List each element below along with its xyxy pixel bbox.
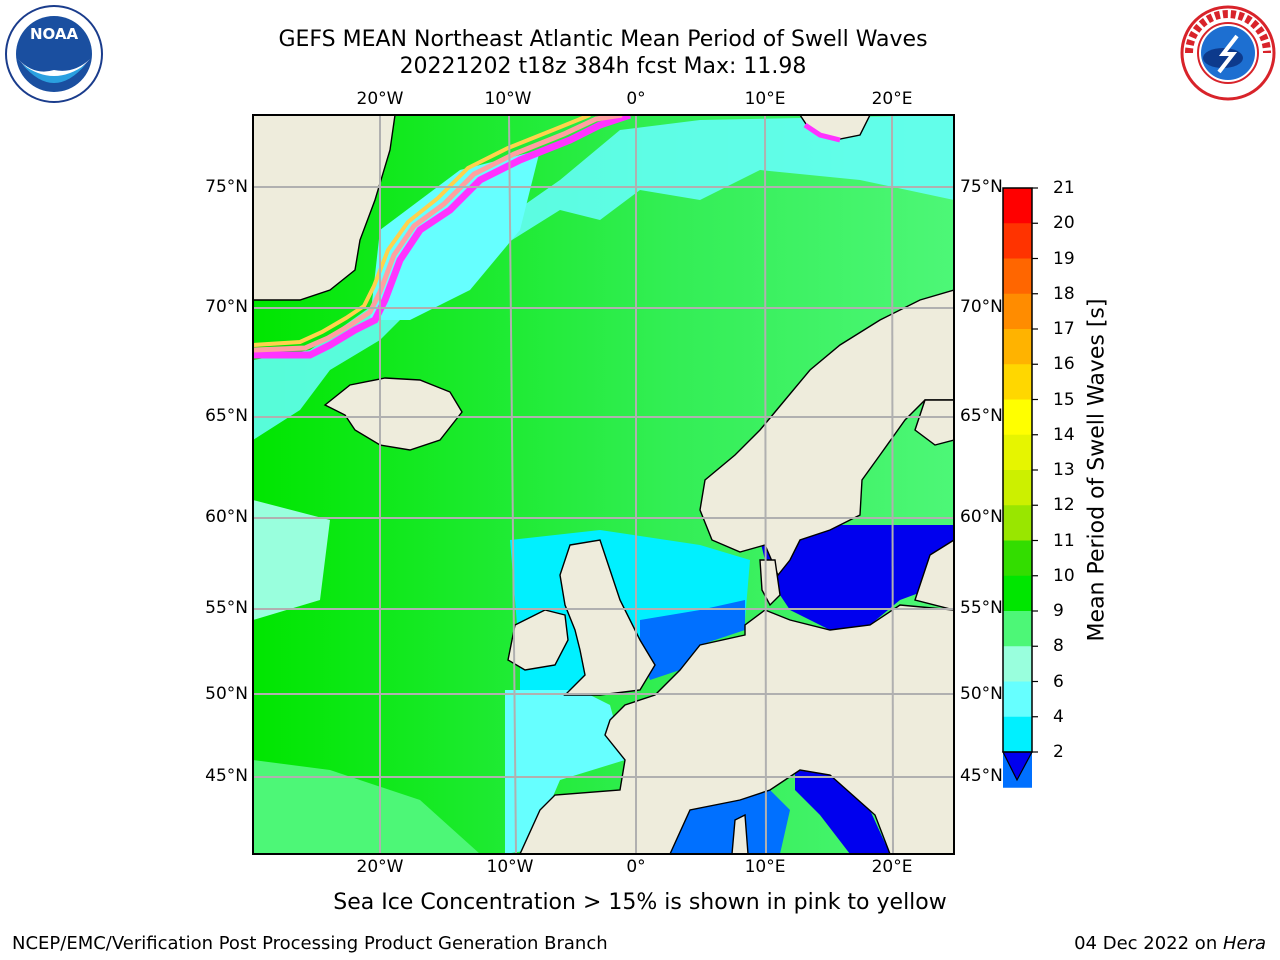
colorbar-segment [1003,611,1032,647]
credit-producer: NCEP/EMC/Verification Post Processing Pr… [12,933,608,954]
colorbar-tick-label: 2 [1053,742,1064,762]
lat-label-right-65n: 65°N [960,406,1003,426]
credit-date-text: 04 Dec 2022 on [1074,933,1223,954]
sea-ice-edge-mid [253,115,623,353]
colorbar-segment [1003,575,1032,612]
lat-label-right-45n: 45°N [960,766,1003,786]
greenland [253,115,396,301]
colorbar-tick-label: 17 [1053,319,1075,339]
lat-label-right-75n: 75°N [960,177,1003,197]
lon-label-top-20e: 20°E [871,89,913,109]
ocean-zone-cyan-north [370,150,540,320]
colorbar-tick-label: 20 [1053,213,1075,234]
colorbar-tick-label: 12 [1053,495,1075,516]
colorbar-segment [1003,399,1032,436]
colorbar-tick-label: 13 [1053,460,1075,480]
lat-label-right-55n: 55°N [960,598,1003,618]
lat-label-left-50n: 50°N [205,684,248,704]
lon-label-bottom-20w: 20°W [356,857,404,877]
colorbar-tick-label: 8 [1053,636,1064,657]
lon-label-bottom-20e: 20°E [871,857,913,877]
ocean-zone-blue-baltic [760,525,954,630]
colorbar-segment [1003,188,1032,224]
colorbar-segment [1003,470,1032,506]
colorbar-tick-label: 4 [1053,706,1064,727]
svg-text:NOAA: NOAA [30,25,79,43]
lat-label-right-70n: 70°N [960,297,1003,317]
colorbar-tick-label: 9 [1053,601,1064,621]
noaa-logo: NOAA [5,5,103,103]
sea-ice-footnote: Sea Ice Concentration > 15% is shown in … [333,890,947,915]
colorbar-tick-label: 21 [1053,178,1075,198]
lat-label-left-75n: 75°N [205,177,248,197]
lon-label-top-20w: 20°W [356,89,404,109]
lon-label-top-10w: 10°W [484,89,532,109]
map-frame [252,114,955,855]
graticule [253,115,954,854]
colorbar-tick-label: 11 [1053,530,1075,551]
colorbar-segment [1003,540,1032,577]
map-subtitle: 20221202 t18z 384h fcst Max: 11.98 [399,54,807,79]
lat-label-left-60n: 60°N [205,507,248,527]
ireland [507,609,569,671]
colorbar-tick-label: 15 [1053,389,1075,410]
colorbar-segment [1003,716,1032,753]
colorbar-tick-label: 18 [1053,283,1075,304]
colorbar-segment [1003,258,1032,295]
colorbar-segment [1003,329,1032,365]
ocean-zone-light-west [253,500,330,620]
colorbar-tick-label: 19 [1053,248,1075,269]
sea-ice-edge-inner [253,115,591,347]
colorbar-label: Mean Period of Swell Waves [s] [1084,298,1110,642]
corsica-sardinia [731,813,749,854]
ocean-zone-cyan-biscay [505,690,625,854]
colorbar-tick-label: 6 [1053,671,1064,692]
scandinavia [699,289,954,577]
ocean-zone-light-south [253,760,480,854]
lon-label-bottom-10w: 10°W [486,857,534,877]
national-weather-service-logo [1180,5,1276,101]
credit-date: 04 Dec 2022 on Hera [1074,933,1266,954]
sea-ice-edge-outer [253,115,632,359]
colorbar-tick-label: 10 [1053,565,1075,586]
lat-label-right-50n: 50°N [960,684,1003,704]
colorbar-segment [1003,646,1032,682]
lat-label-left-65n: 65°N [205,406,248,426]
colorbar-segment [1003,223,1032,259]
lat-label-left-55n: 55°N [205,598,248,618]
ocean-zone-blue-northsea [640,600,745,680]
colorbar-segment [1003,364,1032,400]
baltic-east-coast [914,539,954,611]
finland-russia [914,399,954,446]
sea-ice-svalbard [803,122,841,143]
lat-label-right-60n: 60°N [960,507,1003,527]
continental-europe [519,604,954,854]
map-title: GEFS MEAN Northeast Atlantic Mean Period… [278,27,928,52]
colorbar-segment [1003,505,1032,541]
ocean-zone-cyan [253,115,954,440]
colorbar-segment [1003,681,1032,718]
land-masses [253,115,954,854]
lon-label-bottom-0: 0° [626,857,646,877]
colorbar-segment [1003,293,1032,330]
colorbar-segment [1003,434,1032,471]
lat-label-left-45n: 45°N [205,766,248,786]
lat-label-left-70n: 70°N [205,297,248,317]
ocean-zone-blue-adriatic [795,770,890,854]
colorbar-tick-label: 14 [1053,424,1075,445]
credit-machine: Hera [1222,933,1266,954]
lon-label-bottom-10e: 10°E [744,857,786,877]
colorbar-tick-label: 16 [1053,354,1075,375]
lon-label-top-0: 0° [626,89,646,109]
lon-label-top-10e: 10°E [744,89,786,109]
